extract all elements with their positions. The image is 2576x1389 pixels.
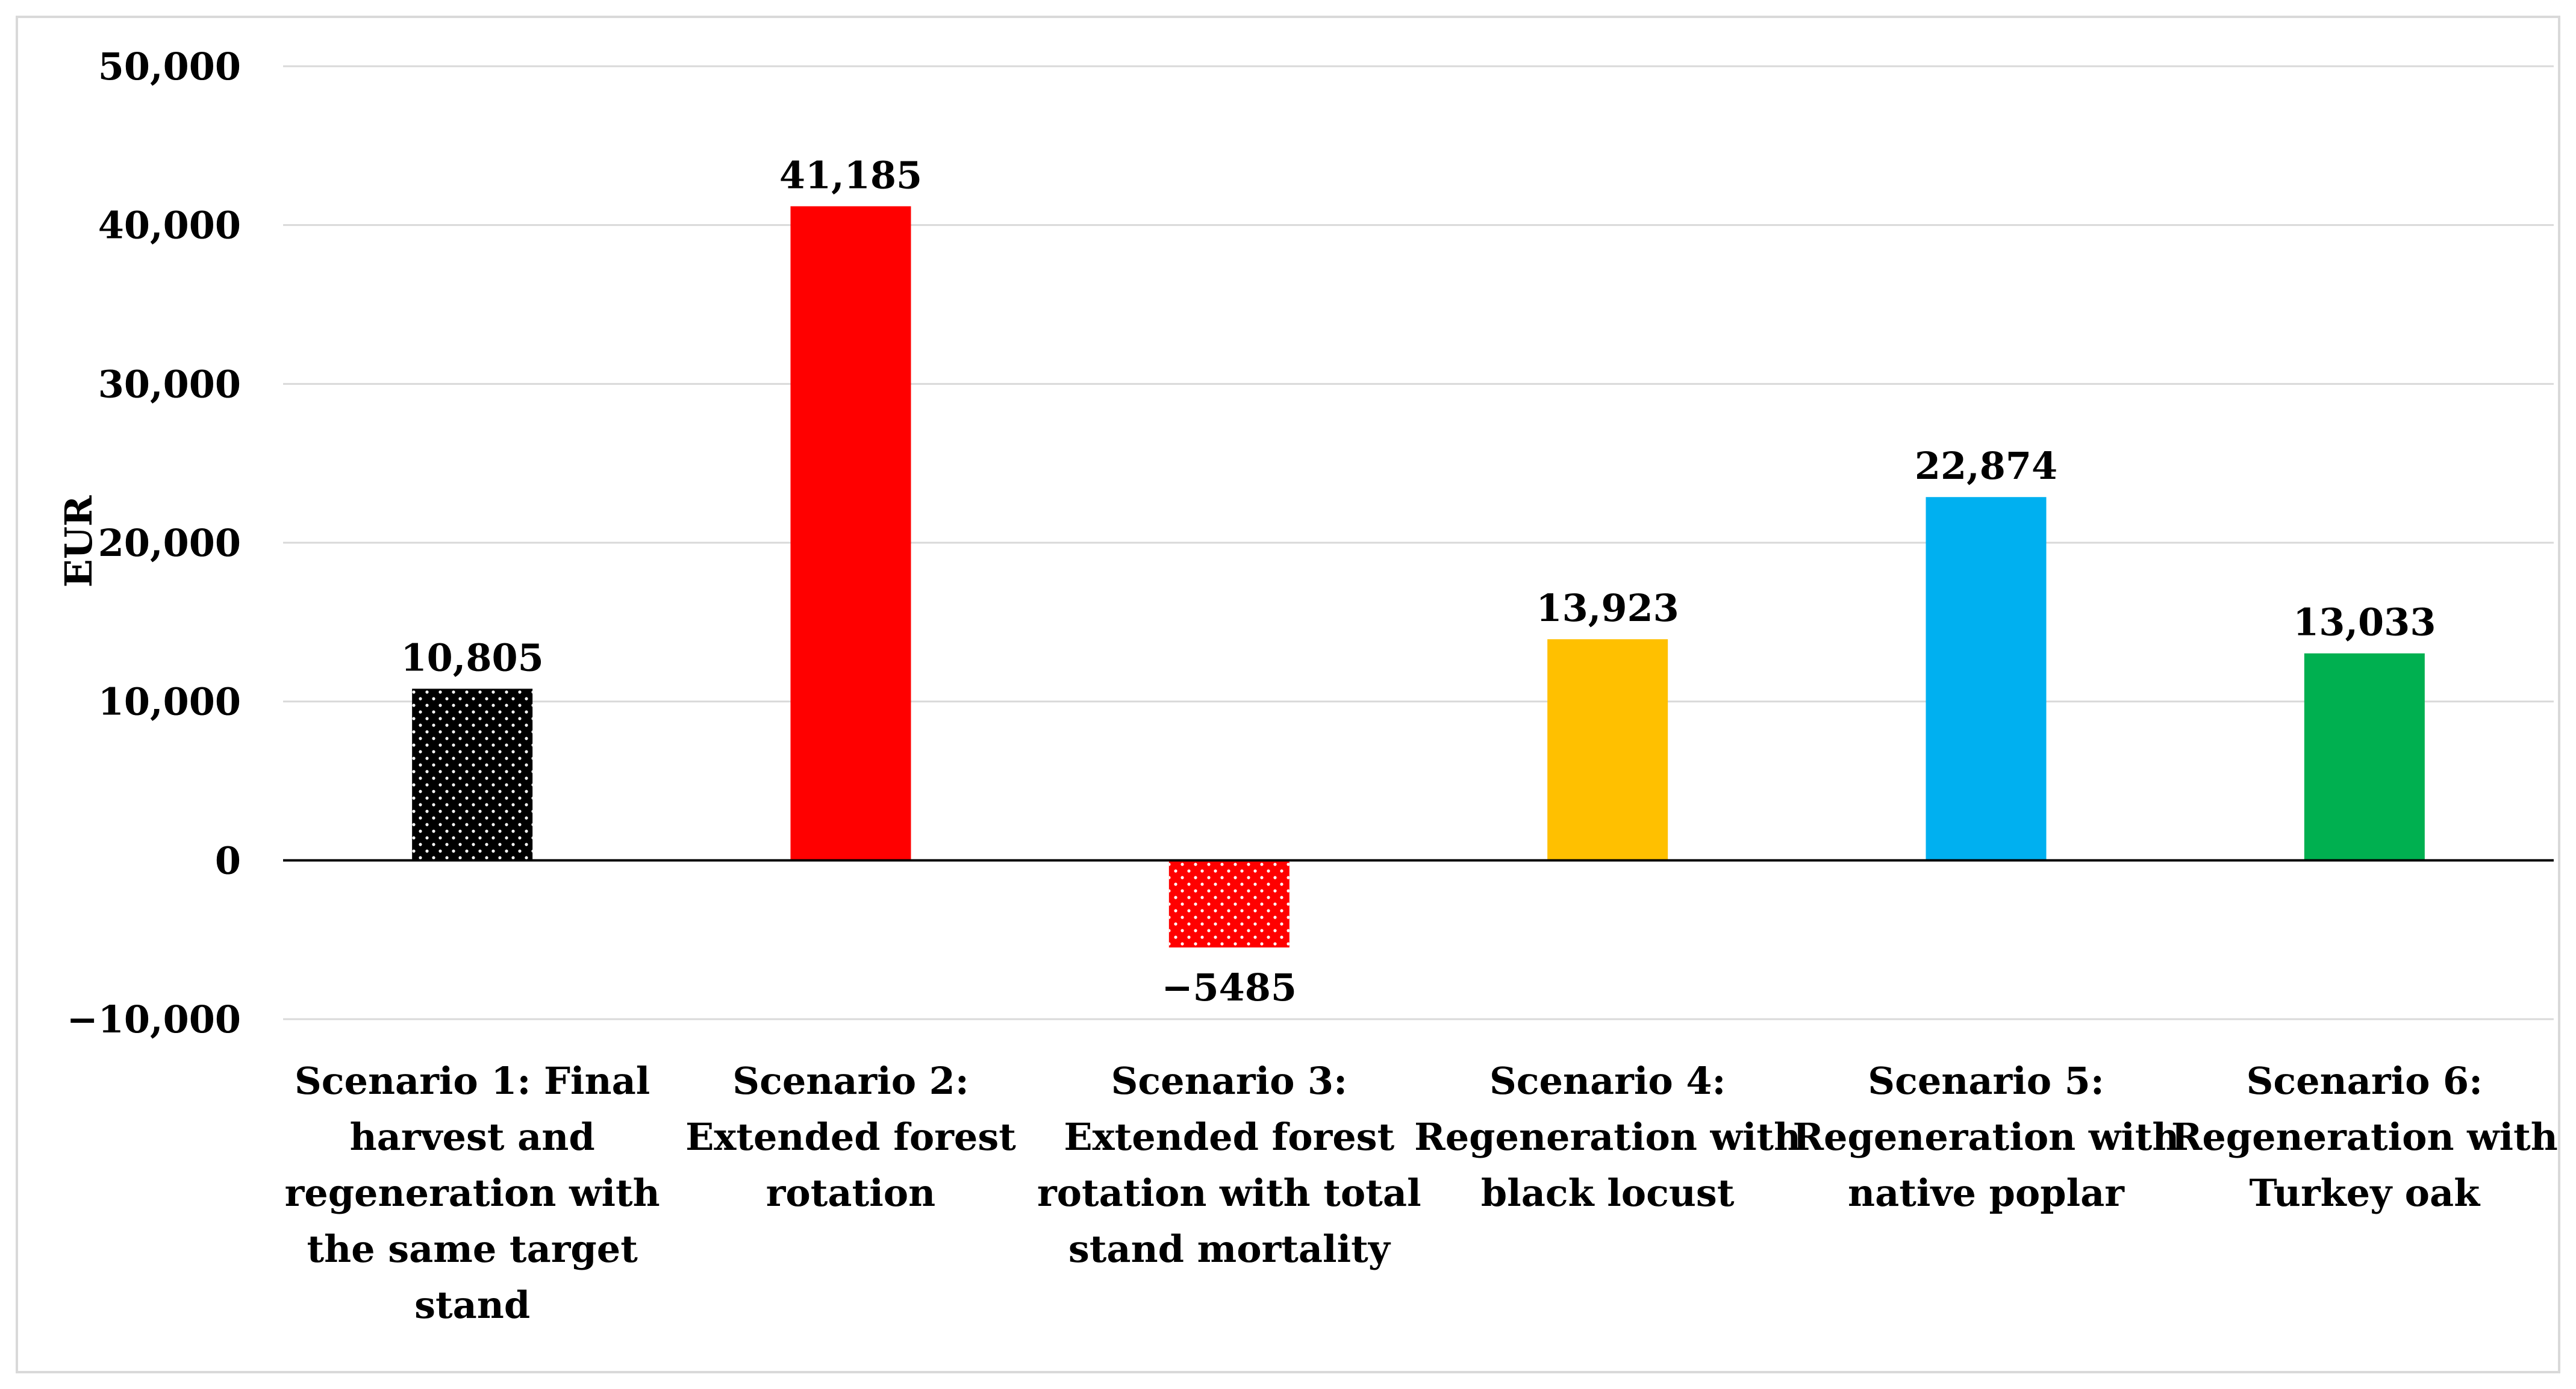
category-label-line: Extended forest [685,1115,1016,1159]
data-label: 41,185 [779,153,922,197]
y-axis-title: EUR [57,495,101,587]
category-label-line: stand [414,1283,530,1327]
data-label: 10,805 [401,635,544,679]
category-label-line: the same target [307,1227,638,1271]
y-tick-label: 30,000 [98,362,241,406]
bar [790,206,911,861]
category-label-line: Scenario 3: [1111,1059,1347,1103]
category-label-line: Regeneration with [2171,1115,2558,1159]
y-tick-label: 0 [215,838,241,882]
category-label-line: Scenario 1: Final [295,1059,650,1103]
category-label: Scenario 5: Regeneration with native popla… [1793,1059,2180,1215]
bar [2304,653,2425,861]
category-label-line: Scenario 6: [2247,1059,2483,1103]
category-label-line: native poplar [1848,1171,2125,1215]
category-label-line: rotation [766,1171,935,1215]
y-tick-label: 40,000 [98,204,241,248]
category-label-line: black locust [1481,1171,1735,1215]
bar-pattern [412,688,533,861]
data-label: −5485 [1162,966,1297,1010]
category-label-line: Scenario 4: [1489,1059,1726,1103]
category-label-line: Regeneration with [1414,1115,1801,1159]
labels: −10,000 0 10,000 20,000 30,000 40,000 50,000 10… [57,45,2558,1327]
bars [412,206,2425,947]
category-label-line: regeneration with [285,1171,660,1215]
y-tick-label: 20,000 [98,521,241,565]
category-label-line: rotation with total [1037,1171,1421,1215]
category-label: Scenario 3: Extended forest rotation with … [1037,1059,1421,1271]
bar [1547,639,1668,861]
category-label: Scenario 6: Regeneration with Turkey oak [2171,1059,2558,1215]
y-tick-label: 10,000 [98,680,241,724]
bar-pattern [1168,860,1290,947]
gridlines [283,65,2554,1020]
category-label-line: stand mortality [1068,1227,1391,1271]
category-label: Scenario 2: Extended forest rotation [685,1059,1016,1215]
y-tick-label: 50,000 [98,45,241,89]
category-label-line: Extended forest [1064,1115,1394,1159]
data-label: 13,923 [1536,586,1679,630]
category-label-line: Scenario 2: [732,1059,968,1103]
category-label-line: Regeneration with [1793,1115,2180,1159]
y-tick-label: −10,000 [67,997,241,1041]
category-label: Scenario 1: Final harvest and regeneration… [285,1059,660,1327]
category-label: Scenario 4: Regeneration with black locust [1414,1059,1801,1215]
bar [1926,497,2047,861]
category-label-line: Scenario 5: [1868,1059,2104,1103]
category-label-line: Turkey oak [2249,1171,2481,1215]
data-label: 22,874 [1915,444,2057,488]
category-label-line: harvest and [350,1115,595,1159]
data-label: 13,033 [2293,601,2436,645]
